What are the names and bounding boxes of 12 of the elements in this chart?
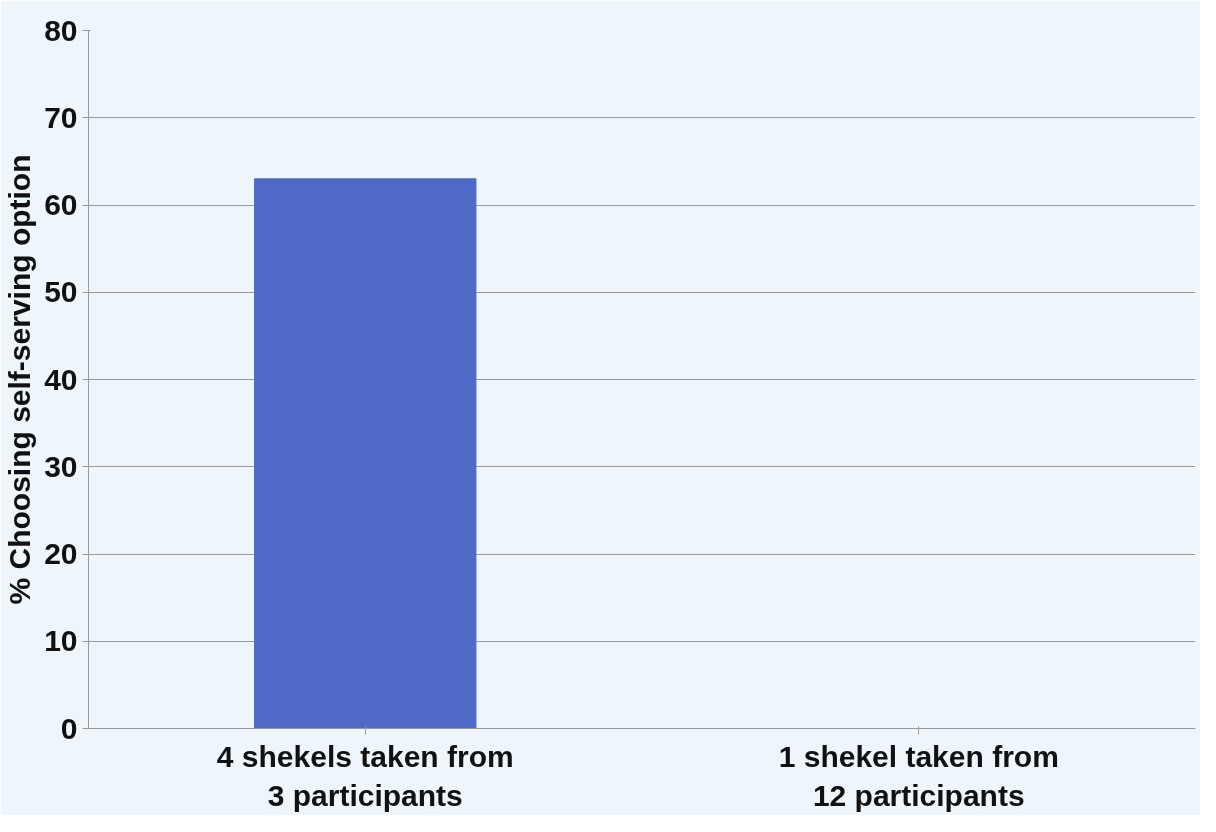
x-tick-label: 4 shekels taken from 3 participants <box>216 739 514 813</box>
y-tick-label: 80 <box>44 13 78 47</box>
y-tick-label: 70 <box>44 100 78 134</box>
y-tick-label: 20 <box>44 537 78 570</box>
y-tick-label: 60 <box>44 188 78 221</box>
x-tick-label: 1 shekel taken from 12 participants <box>778 739 1059 813</box>
y-tick-label: 50 <box>44 275 78 309</box>
y-axis-title: % Choosing self-serving option <box>3 154 37 605</box>
y-tick-label: 40 <box>44 362 78 396</box>
y-tick-label: 10 <box>44 624 78 658</box>
y-tick-label: 30 <box>44 449 78 483</box>
y-tick-label: 0 <box>60 711 78 745</box>
